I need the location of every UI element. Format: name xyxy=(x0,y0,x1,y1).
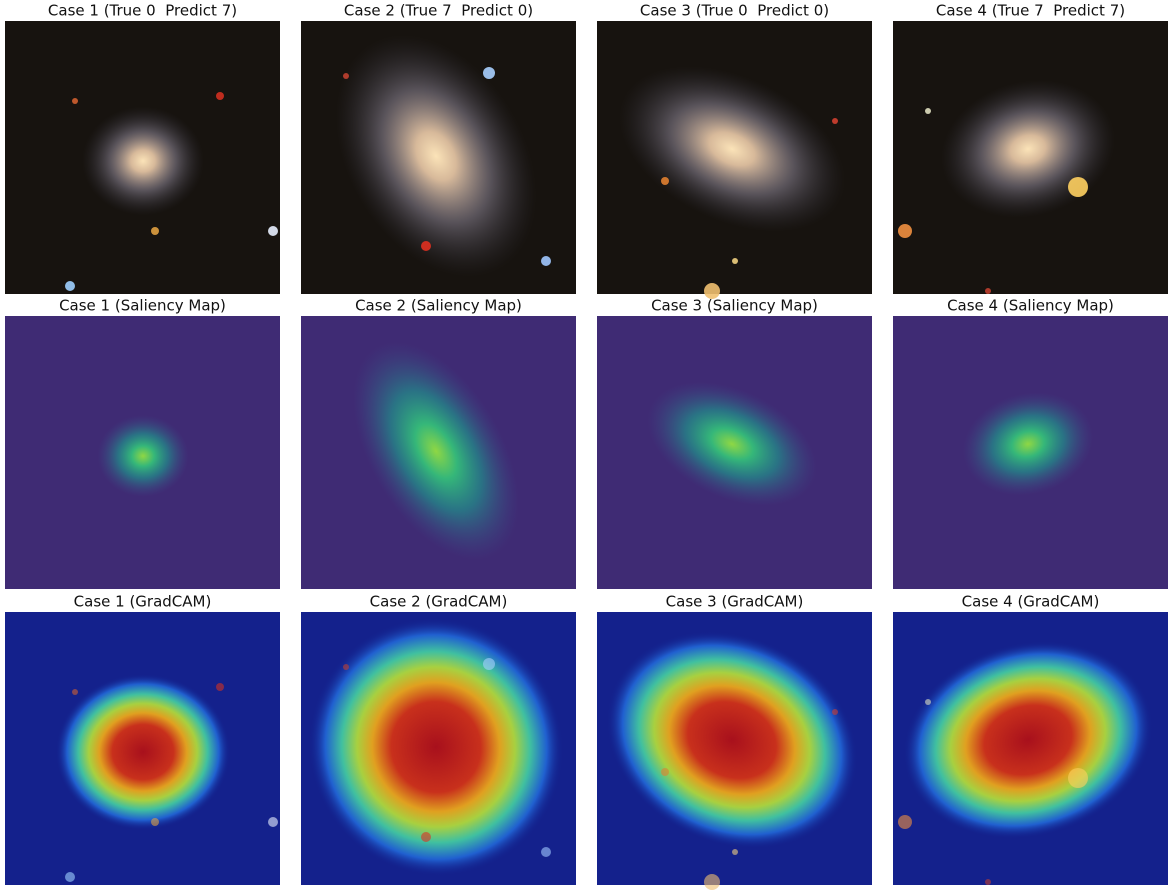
panel-image xyxy=(5,612,280,885)
star xyxy=(898,224,912,238)
star xyxy=(483,658,495,670)
star xyxy=(1068,177,1088,197)
star xyxy=(421,241,431,251)
panel-image xyxy=(5,21,280,294)
star xyxy=(985,288,991,294)
star xyxy=(925,699,931,705)
panel-title: Case 1 (Saliency Map) xyxy=(59,297,226,315)
image-blob xyxy=(55,673,231,831)
panel-image xyxy=(301,316,576,589)
panel-image xyxy=(597,612,872,890)
star xyxy=(65,281,75,291)
panel-image xyxy=(597,316,872,589)
star xyxy=(65,872,75,882)
star xyxy=(732,849,738,855)
panel-image xyxy=(5,316,280,589)
image-blob xyxy=(82,106,204,216)
star xyxy=(151,818,159,826)
panel-image xyxy=(301,21,576,294)
image-blob xyxy=(619,66,845,232)
panel-title: Case 3 (GradCAM) xyxy=(666,593,804,611)
panel-image xyxy=(893,316,1168,589)
panel-title: Case 4 (GradCAM) xyxy=(962,593,1100,611)
star xyxy=(268,817,278,827)
star xyxy=(704,283,720,299)
star xyxy=(1068,768,1088,788)
panel-title: Case 4 (Saliency Map) xyxy=(947,297,1114,315)
star xyxy=(985,879,991,885)
star xyxy=(661,768,669,776)
panel-image xyxy=(893,612,1168,885)
star xyxy=(832,118,838,124)
star xyxy=(483,67,495,79)
star xyxy=(541,847,551,857)
star xyxy=(704,874,720,890)
star xyxy=(268,226,278,236)
image-blob xyxy=(647,382,817,506)
image-blob xyxy=(335,35,537,277)
image-blob xyxy=(308,617,564,877)
panel-title: Case 2 (Saliency Map) xyxy=(355,297,522,315)
image-blob xyxy=(962,392,1094,496)
panel-title: Case 4 (True 7 Predict 7) xyxy=(936,2,1125,20)
image-blob xyxy=(97,415,189,497)
star xyxy=(72,98,78,104)
star xyxy=(151,227,159,235)
image-blob xyxy=(903,641,1153,839)
panel-title: Case 3 (True 0 Predict 0) xyxy=(640,2,829,20)
star xyxy=(832,709,838,715)
panel-image xyxy=(301,612,576,885)
panel-image xyxy=(597,21,872,299)
star xyxy=(343,73,349,79)
panel-title: Case 1 (GradCAM) xyxy=(74,593,212,611)
panel-title: Case 2 (True 7 Predict 0) xyxy=(344,2,533,20)
star xyxy=(216,683,224,691)
star xyxy=(925,108,931,114)
panel-title: Case 2 (GradCAM) xyxy=(370,593,508,611)
panel-title: Case 1 (True 0 Predict 7) xyxy=(48,2,237,20)
panel-image xyxy=(893,21,1168,294)
panel-title: Case 3 (Saliency Map) xyxy=(651,297,818,315)
star xyxy=(421,832,431,842)
star xyxy=(541,256,551,266)
image-blob xyxy=(353,341,519,561)
star xyxy=(72,689,78,695)
star xyxy=(343,664,349,670)
image-blob xyxy=(606,631,858,849)
star xyxy=(216,92,224,100)
star xyxy=(732,258,738,264)
star xyxy=(661,177,669,185)
star xyxy=(898,815,912,829)
